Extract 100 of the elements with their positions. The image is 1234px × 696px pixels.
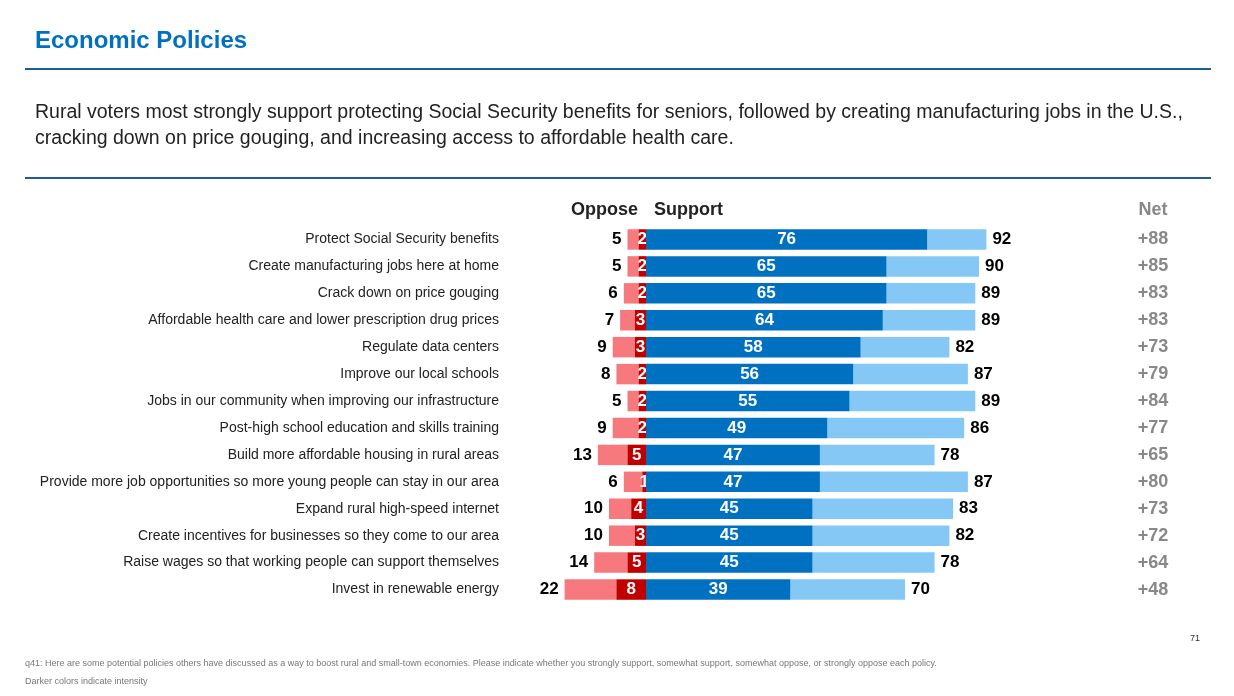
bar: [886, 283, 976, 304]
y-tick-label: Protect Social Security benefits: [305, 230, 499, 247]
bar: [646, 390, 850, 412]
total-label: 87: [973, 363, 993, 383]
bar: [646, 471, 820, 493]
total-label: 5: [612, 390, 622, 410]
text: Support: [654, 198, 723, 219]
bar: [646, 525, 813, 546]
total-label: 82: [955, 336, 975, 356]
total-label: 92: [992, 229, 1012, 249]
text: Darker colors indicate intensity: [25, 676, 149, 686]
total-label: 9: [597, 417, 607, 437]
data-label: 45: [719, 552, 739, 572]
y-tick-label: Build more affordable housing in rural areas: [227, 445, 499, 462]
total-label: 5: [612, 256, 622, 276]
bar: [646, 417, 828, 439]
bar: [882, 310, 976, 331]
total-label: 83: [959, 498, 979, 518]
bar: [646, 256, 887, 277]
total-label: 87: [973, 471, 993, 491]
data-label: 45: [719, 498, 739, 518]
data-label: 8: [626, 579, 636, 599]
bar: [827, 417, 965, 439]
data-label: 2: [637, 363, 648, 383]
data-label: 55: [738, 390, 758, 410]
bar: [646, 498, 813, 519]
text: q41: Here are some potential policies others have discussed as a way to boost rural and small-town economies. Please indicate whether you strongly support, somewhat support, somewhat oppose, or strongly oppose each policy.: [25, 658, 938, 668]
bar: [819, 444, 935, 466]
data-label: 4: [633, 498, 644, 518]
y-tick-label: Post-high school education and skills training: [219, 418, 499, 435]
text: +85: [1137, 255, 1169, 276]
total-label: 82: [955, 525, 975, 545]
text: 71: [1190, 633, 1201, 643]
text: +83: [1137, 309, 1169, 330]
data-label: 58: [743, 336, 763, 356]
text: +80: [1137, 470, 1169, 491]
total-label: 9: [597, 336, 607, 356]
bar: [886, 256, 979, 277]
bar: [646, 283, 887, 304]
total-label: 89: [981, 390, 1001, 410]
text: +88: [1137, 228, 1169, 249]
bar: [594, 552, 628, 573]
total-label: 6: [608, 471, 618, 491]
total-label: 5: [612, 229, 622, 249]
data-label: 5: [632, 444, 642, 464]
y-tick-label: Affordable health care and lower prescription drug prices: [148, 311, 499, 328]
data-label: 2: [637, 390, 648, 410]
text: +73: [1137, 497, 1169, 518]
bar: [627, 229, 639, 250]
bar: [927, 229, 987, 250]
data-label: 3: [635, 336, 646, 356]
data-label: 3: [635, 309, 646, 329]
data-label: 47: [723, 471, 743, 491]
data-label: 64: [754, 309, 775, 329]
bar: [849, 390, 976, 412]
bar: [812, 525, 950, 546]
bar: [812, 552, 935, 573]
total-label: 90: [985, 256, 1004, 276]
bar: [616, 363, 639, 385]
bar: [646, 336, 861, 358]
bar: [812, 498, 954, 519]
data-label: 49: [727, 417, 747, 437]
total-label: 78: [940, 552, 960, 572]
total-label: 22: [539, 579, 559, 599]
text: +72: [1137, 524, 1169, 545]
y-tick-label: Raise wages so that working people can support themselves: [123, 553, 499, 570]
data-label: 76: [777, 229, 797, 249]
total-label: 89: [981, 309, 1001, 329]
data-label: 45: [719, 525, 739, 545]
data-label: 2: [637, 283, 648, 303]
total-label: 14: [569, 552, 589, 572]
data-label: 56: [740, 363, 760, 383]
bar: [564, 579, 617, 600]
text: +84: [1137, 390, 1169, 410]
total-label: 89: [981, 283, 1001, 303]
total-label: 10: [584, 525, 603, 545]
y-tick-label: Create incentives for businesses so they come to our area: [137, 526, 500, 543]
text: Economic Policies: [35, 26, 248, 54]
total-label: 70: [911, 579, 930, 599]
data-label: 2: [637, 417, 648, 437]
bar: [627, 256, 639, 277]
text: +65: [1137, 443, 1169, 464]
bar: [646, 229, 928, 250]
bar: [609, 498, 632, 519]
total-label: 86: [970, 417, 990, 437]
text: +77: [1137, 416, 1169, 437]
chart-subtitle: Rural voters most strongly support protecting Social Security benefits for seniors, followed by creating manufacturing jobs in the U.S., cracking down on price gouging, and increasing access to affordable health care.: [35, 99, 1184, 150]
data-label: 39: [708, 579, 728, 599]
text: Oppose: [570, 198, 638, 219]
data-label: 2: [637, 256, 648, 276]
data-label: 65: [756, 283, 776, 303]
text: +64: [1137, 551, 1169, 572]
total-label: 78: [940, 444, 960, 464]
text: +48: [1137, 578, 1169, 599]
bar: [597, 444, 628, 466]
data-label: 3: [635, 525, 646, 545]
data-label: 5: [632, 552, 642, 572]
y-tick-label: Improve our local schools: [340, 364, 499, 381]
text: +83: [1137, 282, 1169, 303]
bar: [790, 579, 905, 600]
